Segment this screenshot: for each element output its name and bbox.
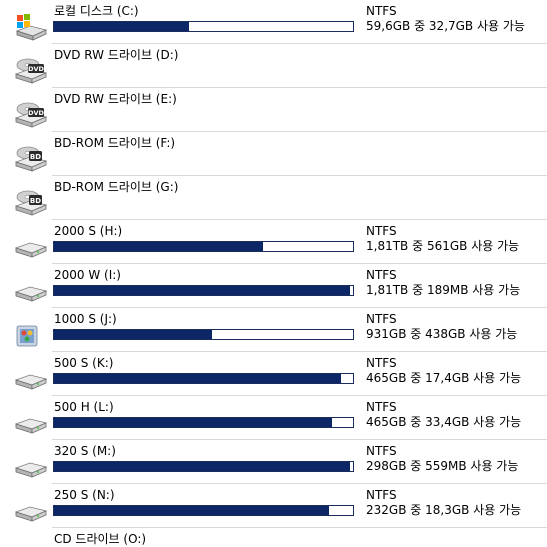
drive-name: 250 S (N:) bbox=[54, 488, 115, 502]
usage-bar bbox=[53, 285, 354, 296]
custom-drive-icon bbox=[14, 320, 48, 350]
drive-row[interactable]: BD BD-ROM 드라이브 (G:) bbox=[0, 176, 547, 220]
filesystem-label: NTFS bbox=[366, 312, 397, 326]
drive-name: 500 H (L:) bbox=[54, 400, 114, 414]
drive-name: BD-ROM 드라이브 (G:) bbox=[54, 180, 179, 194]
drive-row[interactable]: 250 S (N:) NTFS 232GB 중 18,3GB 사용 가능 bbox=[0, 484, 547, 528]
drive-row[interactable]: 1000 S (J:) NTFS 931GB 중 438GB 사용 가능 bbox=[0, 308, 547, 352]
usage-bar-fill bbox=[54, 374, 342, 383]
usage-bar bbox=[53, 241, 354, 252]
partial-drive-row[interactable]: CD 드라이브 (O:) bbox=[54, 531, 146, 547]
hard-drive-icon bbox=[14, 276, 48, 306]
drive-name: 320 S (M:) bbox=[54, 444, 116, 458]
usage-bar-fill bbox=[54, 22, 189, 31]
drive-row[interactable]: DVD DVD RW 드라이브 (E:) bbox=[0, 88, 547, 132]
drive-row[interactable]: 320 S (M:) NTFS 298GB 중 559MB 사용 가능 bbox=[0, 440, 547, 484]
free-space-label: 465GB 중 33,4GB 사용 가능 bbox=[366, 415, 522, 429]
drive-row[interactable]: BD BD-ROM 드라이브 (F:) bbox=[0, 132, 547, 176]
drive-row[interactable]: 500 H (L:) NTFS 465GB 중 33,4GB 사용 가능 bbox=[0, 396, 547, 440]
hard-drive-icon bbox=[14, 232, 48, 262]
drive-name: BD-ROM 드라이브 (F:) bbox=[54, 136, 176, 150]
drive-name: DVD RW 드라이브 (E:) bbox=[54, 92, 177, 106]
hard-drive-icon bbox=[14, 496, 48, 526]
drive-name: DVD RW 드라이브 (D:) bbox=[54, 48, 179, 62]
filesystem-label: NTFS bbox=[366, 444, 397, 458]
hard-drive-icon bbox=[14, 408, 48, 438]
partial-drive-name: CD 드라이브 (O:) bbox=[54, 532, 147, 546]
usage-bar-fill bbox=[54, 286, 350, 295]
usage-bar-fill bbox=[54, 242, 264, 251]
usage-bar bbox=[53, 461, 354, 472]
drive-name: 로컬 디스크 (C:) bbox=[54, 4, 139, 18]
filesystem-label: NTFS bbox=[366, 268, 397, 282]
drive-name: 2000 S (H:) bbox=[54, 224, 123, 238]
bd-drive-icon: BD bbox=[14, 144, 48, 174]
drive-row[interactable]: 500 S (K:) NTFS 465GB 중 17,4GB 사용 가능 bbox=[0, 352, 547, 396]
free-space-label: 931GB 중 438GB 사용 가능 bbox=[366, 327, 518, 341]
dvd-drive-icon: DVD bbox=[14, 100, 48, 130]
usage-bar-fill bbox=[54, 418, 333, 427]
drive-name: 2000 W (I:) bbox=[54, 268, 121, 282]
usage-bar-fill bbox=[54, 330, 213, 339]
hard-drive-icon bbox=[14, 364, 48, 394]
bd-drive-icon: BD bbox=[14, 188, 48, 218]
filesystem-label: NTFS bbox=[366, 488, 397, 502]
filesystem-label: NTFS bbox=[366, 4, 397, 18]
filesystem-label: NTFS bbox=[366, 356, 397, 370]
dvd-drive-icon: DVD bbox=[14, 56, 48, 86]
drive-row[interactable]: 로컬 디스크 (C:) NTFS 59,6GB 중 32,7GB 사용 가능 bbox=[0, 0, 547, 44]
drive-name: 1000 S (J:) bbox=[54, 312, 117, 326]
free-space-label: 59,6GB 중 32,7GB 사용 가능 bbox=[366, 19, 525, 33]
svg-text:DVD: DVD bbox=[28, 109, 44, 117]
svg-text:BD: BD bbox=[30, 197, 41, 205]
free-space-label: 232GB 중 18,3GB 사용 가능 bbox=[366, 503, 522, 517]
free-space-label: 1,81TB 중 189MB 사용 가능 bbox=[366, 283, 521, 297]
filesystem-label: NTFS bbox=[366, 224, 397, 238]
usage-bar bbox=[53, 505, 354, 516]
usage-bar-fill bbox=[54, 506, 330, 515]
free-space-label: 298GB 중 559MB 사용 가능 bbox=[366, 459, 519, 473]
drive-row[interactable]: 2000 S (H:) NTFS 1,81TB 중 561GB 사용 가능 bbox=[0, 220, 547, 264]
drive-row[interactable]: 2000 W (I:) NTFS 1,81TB 중 189MB 사용 가능 bbox=[0, 264, 547, 308]
windows-drive-icon bbox=[14, 12, 48, 42]
hard-drive-icon bbox=[14, 452, 48, 482]
usage-bar bbox=[53, 373, 354, 384]
svg-text:BD: BD bbox=[30, 153, 41, 161]
usage-bar-fill bbox=[54, 462, 350, 471]
free-space-label: 1,81TB 중 561GB 사용 가능 bbox=[366, 239, 520, 253]
free-space-label: 465GB 중 17,4GB 사용 가능 bbox=[366, 371, 522, 385]
drive-row[interactable]: DVD DVD RW 드라이브 (D:) bbox=[0, 44, 547, 88]
usage-bar bbox=[53, 417, 354, 428]
usage-bar bbox=[53, 21, 354, 32]
svg-text:DVD: DVD bbox=[28, 65, 44, 73]
drive-name: 500 S (K:) bbox=[54, 356, 114, 370]
filesystem-label: NTFS bbox=[366, 400, 397, 414]
usage-bar bbox=[53, 329, 354, 340]
